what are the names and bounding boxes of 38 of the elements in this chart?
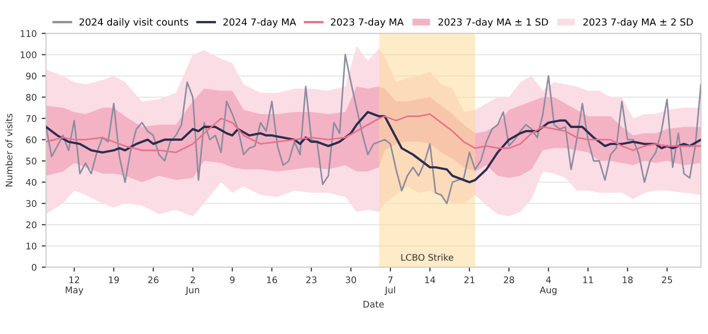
- x-tick-label: 14: [425, 276, 436, 284]
- x-tick-label: 12 May: [66, 276, 84, 296]
- y-tick-label: 10: [26, 242, 36, 250]
- x-tick-label: 7 Jul: [384, 276, 396, 296]
- y-tick-label: 110: [20, 30, 36, 37]
- legend-label: 2023 7-day MA: [330, 18, 404, 28]
- x-tick-label: 19: [109, 276, 119, 284]
- x-tick-label: 4 Aug: [540, 276, 556, 296]
- legend-label: 2023 7-day MA ± 1 SD: [438, 18, 548, 28]
- y-tick-label: 90: [26, 72, 36, 80]
- y-tick-label: 70: [26, 115, 36, 122]
- x-tick-label: 11: [583, 276, 593, 284]
- legend-label: 2024 7-day MA: [223, 18, 296, 28]
- legend-label: 2024 daily visit counts: [80, 18, 188, 28]
- y-tick-label: 60: [26, 136, 36, 144]
- y-axis-title: Number of visits: [5, 114, 12, 186]
- x-tick-label: 18: [622, 276, 633, 284]
- y-tick-label: 100: [20, 51, 36, 58]
- line-series: [46, 113, 701, 154]
- x-tick-label: 28: [504, 276, 514, 284]
- y-tick-label: 40: [26, 178, 36, 186]
- x-tick-label: 25: [662, 276, 672, 284]
- band-label: LCBO Strike: [401, 254, 454, 261]
- x-axis-title: Date: [364, 300, 384, 308]
- y-tick-label: 80: [26, 94, 36, 101]
- x-tick-label: 21: [464, 276, 474, 284]
- x-tick-label: 30: [346, 276, 356, 284]
- legend-label: 2023 7-day MA ± 2 SD: [583, 18, 693, 28]
- x-tick-label: 23: [306, 276, 316, 284]
- x-tick-label: 2 Jun: [185, 276, 200, 296]
- x-tick-label: 26: [148, 276, 158, 284]
- y-tick-label: 0: [32, 264, 36, 271]
- line-series: [46, 110, 701, 184]
- y-tick-label: 50: [26, 158, 36, 164]
- y-tick-label: 20: [26, 221, 36, 228]
- y-tick-label: 30: [26, 200, 36, 207]
- x-tick-label: 16: [267, 276, 278, 284]
- x-tick-label: 9: [230, 276, 235, 284]
